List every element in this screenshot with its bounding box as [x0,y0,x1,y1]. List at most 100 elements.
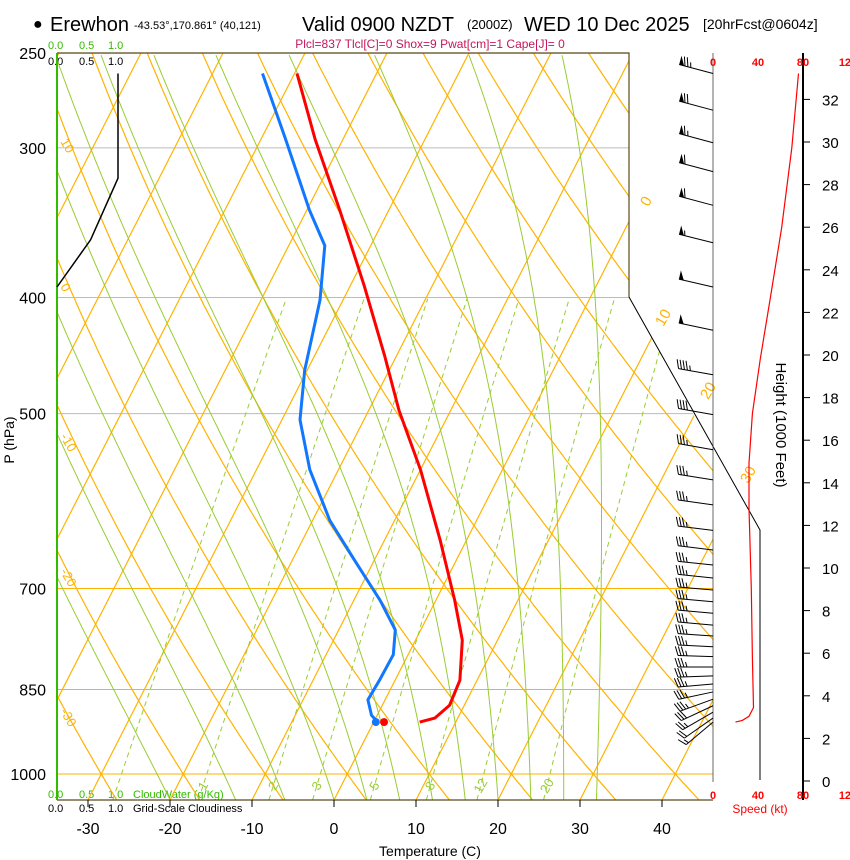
wind-barb [678,314,714,331]
wind-barb [675,600,714,614]
barb-feather [677,657,682,668]
dry-adiabat [57,53,450,800]
barb-feather [679,465,682,475]
theta-label: -10 [57,431,79,455]
wind-barb [674,705,714,721]
wind-barb [679,124,714,144]
barb-feather [676,464,679,475]
station-coords: -43.53°,170.861° (40,121) [134,20,261,32]
barb-feather [685,360,688,371]
moist-adiabat [100,55,401,800]
dry-adiabat [57,53,118,800]
barb-pennant [678,270,684,281]
wind-barb [675,577,714,591]
wind-barb [674,646,714,658]
temperature-tick-label: -10 [240,821,263,838]
barb-feather [679,677,685,687]
mixing-ratio-line [425,298,570,800]
barb-feather [678,730,688,737]
speed-tick-label-bottom: 40 [752,790,764,802]
mixing-ratio-line [268,298,429,800]
height-axis-title: Height (1000 Feet) [772,362,789,487]
wind-barb [675,711,714,731]
wind-barb [677,721,714,746]
isotherm [57,53,388,800]
barb-feather [683,188,686,198]
barb-feather [674,713,682,721]
dry-adiabat [588,53,713,800]
barb-feather [681,565,685,576]
cloudiness-label: Grid-Scale Cloudiness [133,803,243,815]
theta-label: 10 [57,136,77,156]
moist-adiabat [215,55,466,800]
dry-adiabat [367,53,713,800]
barb-staff [678,573,714,579]
barb-feather [675,551,679,562]
isotherm [57,53,224,800]
wind-barb [679,187,714,206]
barb-feather [679,689,686,699]
barb-staff [678,525,714,531]
dry-adiabat [201,53,700,800]
dry-adiabat [477,53,713,800]
station-name: Erewhon [50,14,129,36]
barb-feather [675,577,679,588]
barb-feather [675,536,679,546]
mixing-ratio-line [198,298,365,800]
pressure-tick-label: 500 [19,407,46,424]
wind-barb [673,689,714,700]
barb-feather [677,646,682,656]
barb-pennant [679,225,684,236]
wind-barb [675,516,714,531]
barb-pennant [679,92,685,103]
wind-barb [678,270,714,288]
barb-feather [679,701,687,710]
pressure-tick-label: 700 [19,582,46,599]
dry-adiabat [57,53,284,800]
barb-half-feather [683,722,689,728]
barb-pennant [679,55,685,66]
barb-feather [681,537,685,547]
cloudiness-tick: 0.5 [79,56,94,68]
barb-feather [678,517,682,527]
barb-feather [685,400,688,411]
barb-feather [679,399,682,410]
barb-feather [686,93,689,104]
isotherm [57,53,142,800]
pressure-tick-label: 400 [19,291,46,308]
isotherm-label: 10 [652,306,675,329]
plot-frame [56,52,804,801]
mixing-ratio-line [543,298,675,800]
barb-staff [678,609,714,614]
barb-feather [681,636,685,646]
moist-adiabat [57,55,368,800]
wind-barb [675,551,714,566]
speed-tick-label-top: 120 [839,57,850,69]
barb-feather [675,624,679,634]
dry-adiabat [643,53,713,800]
barb-half-feather [685,570,688,576]
barb-feather [682,435,685,445]
height-tick-label: 16 [822,433,839,450]
barb-staff [678,644,714,648]
height-tick-label: 14 [822,476,839,493]
cloudwater-tick: 1.0 [108,40,123,52]
barb-half-feather [685,661,688,668]
mixing-ratio-label: 8 [422,779,439,793]
barb-feather [676,399,680,409]
dry-adiabat [312,53,713,800]
barb-feather [677,667,682,678]
wind-barb [676,434,714,451]
barb-staff [678,278,714,288]
cloudiness-tick: 0.0 [48,56,63,68]
barb-half-feather [685,629,688,635]
speed-axis-title: Speed (kt) [732,802,787,816]
wind-barb [678,225,714,244]
height-tick-label: 28 [822,178,839,195]
barb-half-feather [684,692,689,698]
barb-staff [678,499,714,506]
barb-staff [679,162,714,173]
speed-tick-label-top: 0 [710,57,716,69]
utc-time: (2000Z) [467,17,513,32]
